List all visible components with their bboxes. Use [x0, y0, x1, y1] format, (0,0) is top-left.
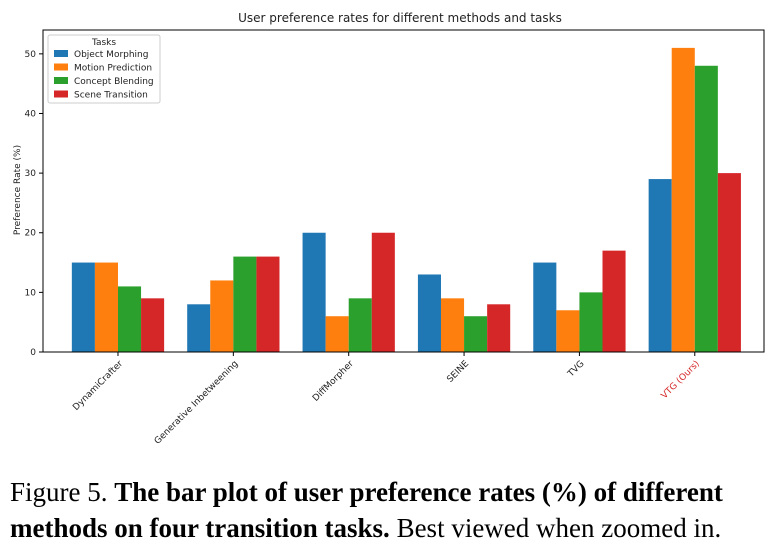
bar-concept-blending: [464, 316, 488, 352]
bar-object-morphing: [302, 232, 326, 352]
legend-entry: Concept Blending: [74, 77, 154, 87]
bar-object-morphing: [533, 262, 557, 352]
legend-swatch: [54, 90, 68, 98]
legend-swatch: [54, 77, 68, 84]
x-tick-label: DynamiCrafter: [71, 359, 125, 413]
bar-object-morphing: [71, 262, 95, 352]
legend-entry: Object Morphing: [74, 50, 148, 60]
bar-scene-transition: [371, 232, 395, 352]
legend: Tasks Object Morphing Motion Prediction Con…: [47, 34, 161, 104]
bar-chart: User preference rates for different meth…: [13, 11, 765, 447]
bar-concept-blending: [348, 298, 372, 352]
plot-area-frame: [42, 29, 765, 353]
bar-concept-blending: [233, 256, 257, 352]
y-tick-label: 40: [25, 109, 37, 119]
bar-motion-prediction: [325, 316, 349, 352]
bar-motion-prediction: [210, 280, 234, 352]
x-tick-label: SEINE: [445, 359, 471, 385]
bar-concept-blending: [117, 286, 142, 352]
legend-swatch: [54, 50, 68, 57]
legend-entry: Motion Prediction: [74, 64, 152, 74]
bar-scene-transition: [602, 250, 626, 352]
legend-entry: Scene Transition: [74, 91, 148, 101]
y-tick-label: 50: [25, 50, 37, 60]
bar-scene-transition: [256, 256, 280, 352]
bar-object-morphing: [648, 179, 672, 352]
caption-bold: The bar plot of user preference rates (%…: [10, 477, 723, 543]
bar-object-morphing: [417, 274, 441, 352]
caption-rest: Best viewed when zoomed in.: [389, 513, 722, 543]
legend-swatch: [54, 63, 68, 71]
y-tick-label: 10: [25, 288, 37, 298]
x-tick-label: VTG (Ours): [660, 359, 702, 401]
bar-motion-prediction: [671, 47, 695, 353]
legend-title: Tasks: [91, 38, 116, 48]
bar-scene-transition: [141, 298, 165, 352]
bar-scene-transition: [717, 173, 741, 352]
chart-title: User preference rates for different meth…: [238, 11, 562, 25]
caption-prefix: Figure 5.: [10, 477, 115, 507]
figure-caption: Figure 5. The bar plot of user preferenc…: [10, 474, 770, 546]
y-axis-label: Preference Rate (%): [13, 145, 23, 235]
bar-motion-prediction: [556, 310, 580, 352]
x-tick-label: TVG: [566, 359, 587, 380]
legend-box: [47, 34, 161, 104]
bar-concept-blending: [694, 65, 718, 353]
bar-motion-prediction: [440, 298, 465, 352]
bar-object-morphing: [187, 304, 211, 352]
y-tick-label: 20: [25, 229, 37, 239]
x-tick-label: DiffMorpher: [311, 359, 356, 404]
y-tick-label: 0: [30, 348, 36, 358]
x-tick-label: Generative Inbetweening: [153, 359, 241, 447]
bar-motion-prediction: [94, 262, 118, 352]
bar-scene-transition: [487, 304, 511, 352]
y-tick-label: 30: [25, 169, 37, 179]
bar-concept-blending: [579, 292, 603, 352]
